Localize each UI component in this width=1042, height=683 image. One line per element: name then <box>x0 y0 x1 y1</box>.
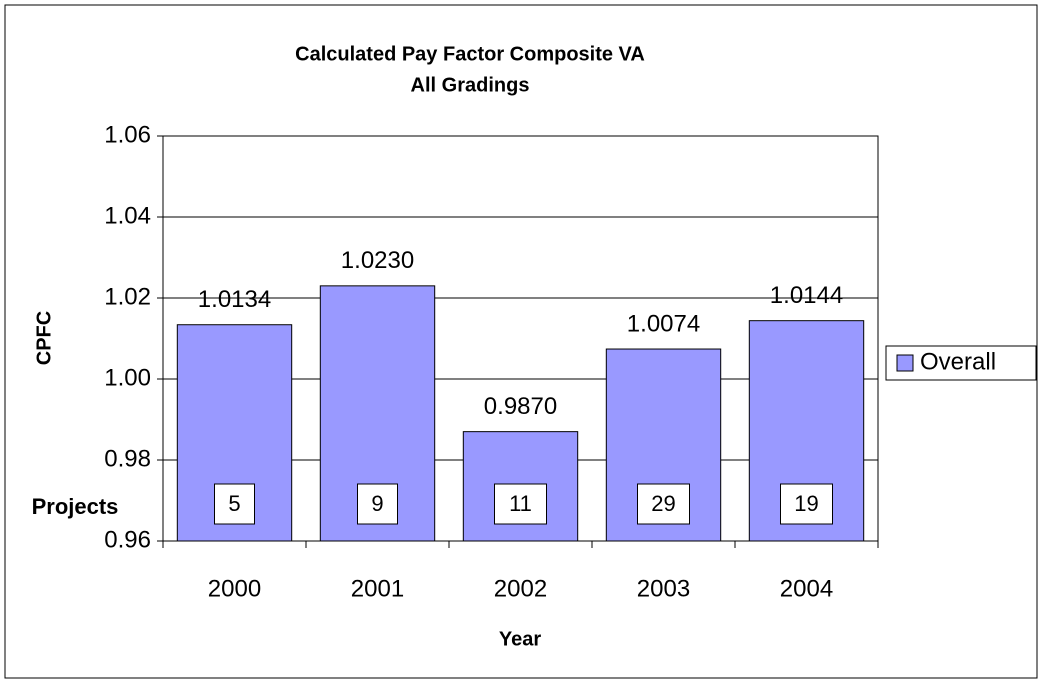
value-label: 1.0144 <box>770 282 843 309</box>
project-box <box>357 483 398 525</box>
y-tick-label: 0.96 <box>104 526 151 553</box>
x-tick-label: 2004 <box>780 575 833 602</box>
project-box <box>780 483 833 525</box>
project-count: 11 <box>509 491 532 516</box>
x-tick-label: 2000 <box>208 575 261 602</box>
chart-subtitle: All Gradings <box>411 74 530 96</box>
project-count: 5 <box>228 491 240 516</box>
value-label: 1.0230 <box>341 247 414 274</box>
y-tick-label: 1.06 <box>104 121 151 148</box>
value-label: 1.0074 <box>627 310 700 337</box>
x-tick-label: 2003 <box>637 575 690 602</box>
legend-swatch <box>896 354 914 372</box>
x-tick-label: 2001 <box>351 575 404 602</box>
value-label: 0.9870 <box>484 393 557 420</box>
y-tick-label: 1.04 <box>104 202 151 229</box>
project-count: 9 <box>371 491 383 516</box>
y-tick-label: 1.00 <box>104 364 151 391</box>
project-count: 29 <box>651 491 675 516</box>
y-tick-label: 1.02 <box>104 283 151 310</box>
project-box <box>214 483 255 525</box>
y-tick-label: 0.98 <box>104 445 151 472</box>
projects-label: Projects <box>32 494 119 519</box>
legend-box <box>885 345 1037 381</box>
value-label: 1.0134 <box>198 286 271 313</box>
x-tick-label: 2002 <box>494 575 547 602</box>
x-axis-label: Year <box>499 628 541 650</box>
project-box <box>494 483 547 525</box>
project-count: 19 <box>794 491 818 516</box>
project-box <box>637 483 690 525</box>
legend-label: Overall <box>920 348 996 375</box>
chart-title: Calculated Pay Factor Composite VA <box>295 43 645 65</box>
y-axis-label: CPFC <box>33 311 55 365</box>
